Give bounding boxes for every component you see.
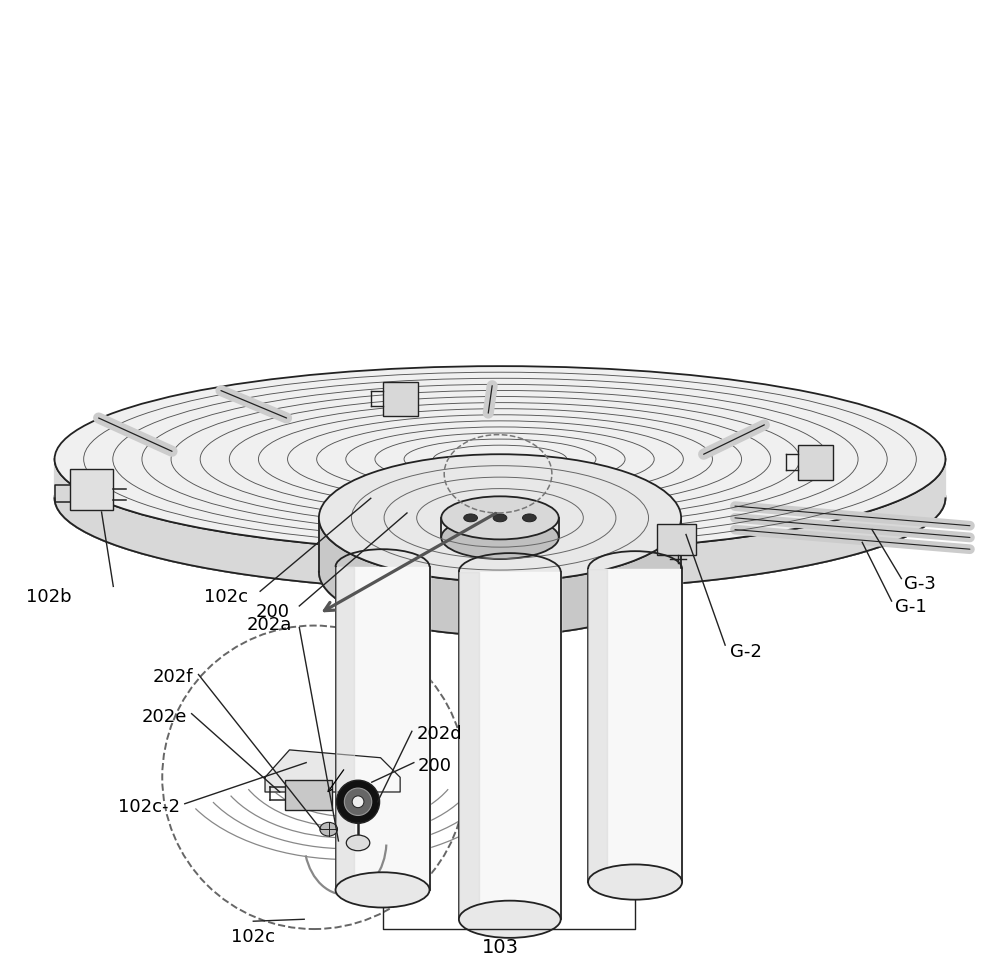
Text: G-2: G-2 bbox=[730, 643, 762, 660]
Circle shape bbox=[162, 626, 466, 929]
Ellipse shape bbox=[336, 872, 430, 908]
Polygon shape bbox=[336, 567, 354, 890]
Polygon shape bbox=[459, 572, 479, 919]
Ellipse shape bbox=[344, 788, 372, 816]
Ellipse shape bbox=[493, 514, 507, 522]
Text: 103: 103 bbox=[481, 938, 518, 956]
Ellipse shape bbox=[523, 514, 536, 522]
Ellipse shape bbox=[441, 516, 559, 559]
Ellipse shape bbox=[441, 497, 559, 540]
Bar bbox=[798, 446, 833, 480]
Ellipse shape bbox=[319, 455, 681, 582]
Text: G-1: G-1 bbox=[895, 598, 926, 615]
Bar bbox=[285, 780, 332, 810]
Polygon shape bbox=[265, 750, 400, 792]
Bar bbox=[383, 382, 418, 417]
Ellipse shape bbox=[319, 509, 681, 636]
Text: 200: 200 bbox=[256, 602, 290, 620]
Text: G-3: G-3 bbox=[904, 575, 936, 593]
Polygon shape bbox=[55, 460, 945, 592]
Polygon shape bbox=[319, 518, 681, 636]
Bar bbox=[657, 524, 696, 556]
Text: 102c-2: 102c-2 bbox=[118, 797, 180, 815]
Ellipse shape bbox=[55, 367, 945, 553]
Ellipse shape bbox=[337, 780, 380, 823]
Polygon shape bbox=[588, 569, 682, 882]
Ellipse shape bbox=[55, 406, 945, 592]
Polygon shape bbox=[336, 567, 430, 890]
Text: 202a: 202a bbox=[247, 616, 292, 634]
Text: 202e: 202e bbox=[141, 707, 187, 725]
Ellipse shape bbox=[346, 835, 370, 851]
Text: 202f: 202f bbox=[153, 668, 194, 686]
Polygon shape bbox=[459, 572, 561, 919]
Ellipse shape bbox=[320, 822, 337, 836]
Ellipse shape bbox=[459, 901, 561, 938]
Ellipse shape bbox=[588, 865, 682, 900]
Ellipse shape bbox=[352, 796, 364, 808]
Text: 202d: 202d bbox=[417, 725, 462, 742]
Polygon shape bbox=[588, 569, 607, 882]
Ellipse shape bbox=[464, 514, 477, 522]
Text: 200: 200 bbox=[418, 756, 452, 774]
Text: 102b: 102b bbox=[26, 588, 71, 605]
Bar bbox=[70, 469, 113, 511]
Text: 102c: 102c bbox=[204, 588, 248, 605]
Text: 102c: 102c bbox=[231, 927, 275, 945]
